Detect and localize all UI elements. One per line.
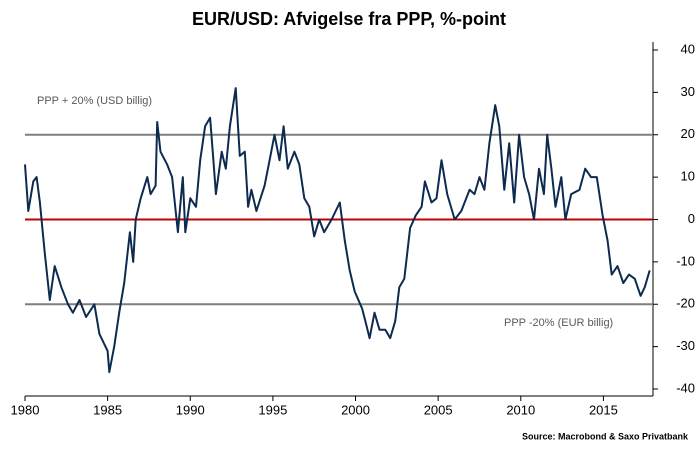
y-tick-label: -20 [676, 296, 695, 311]
x-tick-label: 1990 [176, 402, 205, 417]
y-tick-label: 20 [681, 126, 695, 141]
x-tick-label: 2010 [506, 402, 535, 417]
source: Source: Macrobond & Saxo Privatbank [522, 431, 689, 441]
annotation: PPP -20% (EUR billig) [504, 317, 613, 329]
x-tick-label: 2000 [341, 402, 370, 417]
chart-title: EUR/USD: Afvigelse fra PPP, %-point [192, 9, 506, 29]
y-tick-label: 0 [688, 211, 695, 226]
y-tick-label: -10 [676, 253, 695, 268]
y-tick-label: -40 [676, 380, 695, 395]
y-tick-label: 10 [681, 169, 695, 184]
x-tick-label: 1980 [11, 402, 40, 417]
annotation: PPP + 20% (USD billig) [37, 95, 152, 107]
line [24, 87, 651, 374]
x-tick-label: 1995 [258, 402, 287, 417]
x-tick-label: 1985 [93, 402, 122, 417]
y-tick-label: 30 [681, 84, 695, 99]
x-tick-label: 2015 [589, 402, 618, 417]
x-tick-label: 2005 [424, 402, 453, 417]
y-tick-label: -30 [676, 338, 695, 353]
y-tick-label: 40 [681, 41, 695, 56]
